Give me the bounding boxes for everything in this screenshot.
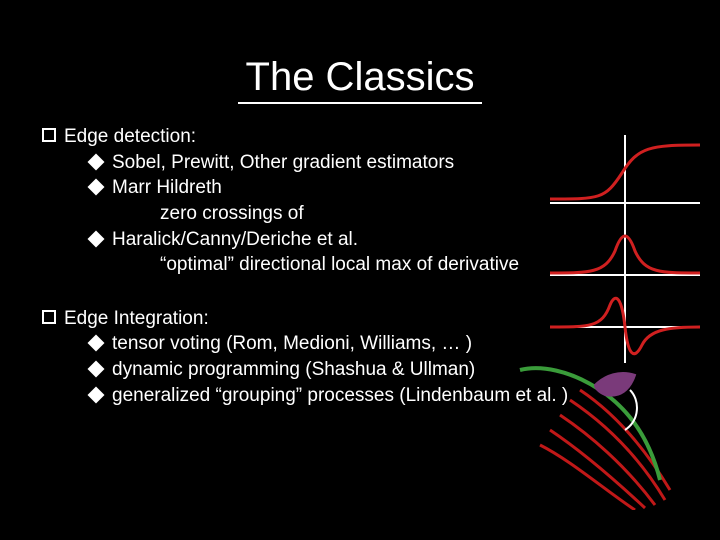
diamond-bullet-icon bbox=[88, 361, 105, 378]
chart-svg bbox=[550, 135, 700, 211]
diamond-bullet-icon bbox=[88, 386, 105, 403]
chart-sigmoid bbox=[550, 135, 700, 211]
section-heading: Edge Integration: bbox=[64, 306, 209, 332]
title-container: The Classics bbox=[0, 0, 720, 104]
item-text: tensor voting (Rom, Medioni, Williams, …… bbox=[112, 331, 472, 357]
square-bullet-icon bbox=[42, 310, 56, 324]
diamond-bullet-icon bbox=[88, 335, 105, 352]
sketch-svg bbox=[480, 340, 700, 510]
square-bullet-icon bbox=[42, 128, 56, 142]
diamond-bullet-icon bbox=[88, 179, 105, 196]
chart-svg bbox=[550, 211, 700, 287]
diamond-bullet-icon bbox=[88, 230, 105, 247]
snake-head bbox=[595, 373, 635, 396]
diamond-bullet-icon bbox=[88, 153, 105, 170]
section-heading: Edge detection: bbox=[64, 124, 196, 150]
derivative-charts bbox=[550, 135, 700, 365]
item-text: dynamic programming (Shashua & Ullman) bbox=[112, 357, 475, 383]
item-text: Haralick/Canny/Deriche et al. bbox=[112, 227, 358, 253]
grouping-sketch bbox=[480, 340, 700, 510]
item-text: Sobel, Prewitt, Other gradient estimator… bbox=[112, 150, 454, 176]
red-stroke bbox=[540, 445, 635, 510]
chart-gaussian bbox=[550, 211, 700, 287]
item-text: Marr Hildreth bbox=[112, 175, 222, 201]
slide-title: The Classics bbox=[238, 55, 483, 104]
